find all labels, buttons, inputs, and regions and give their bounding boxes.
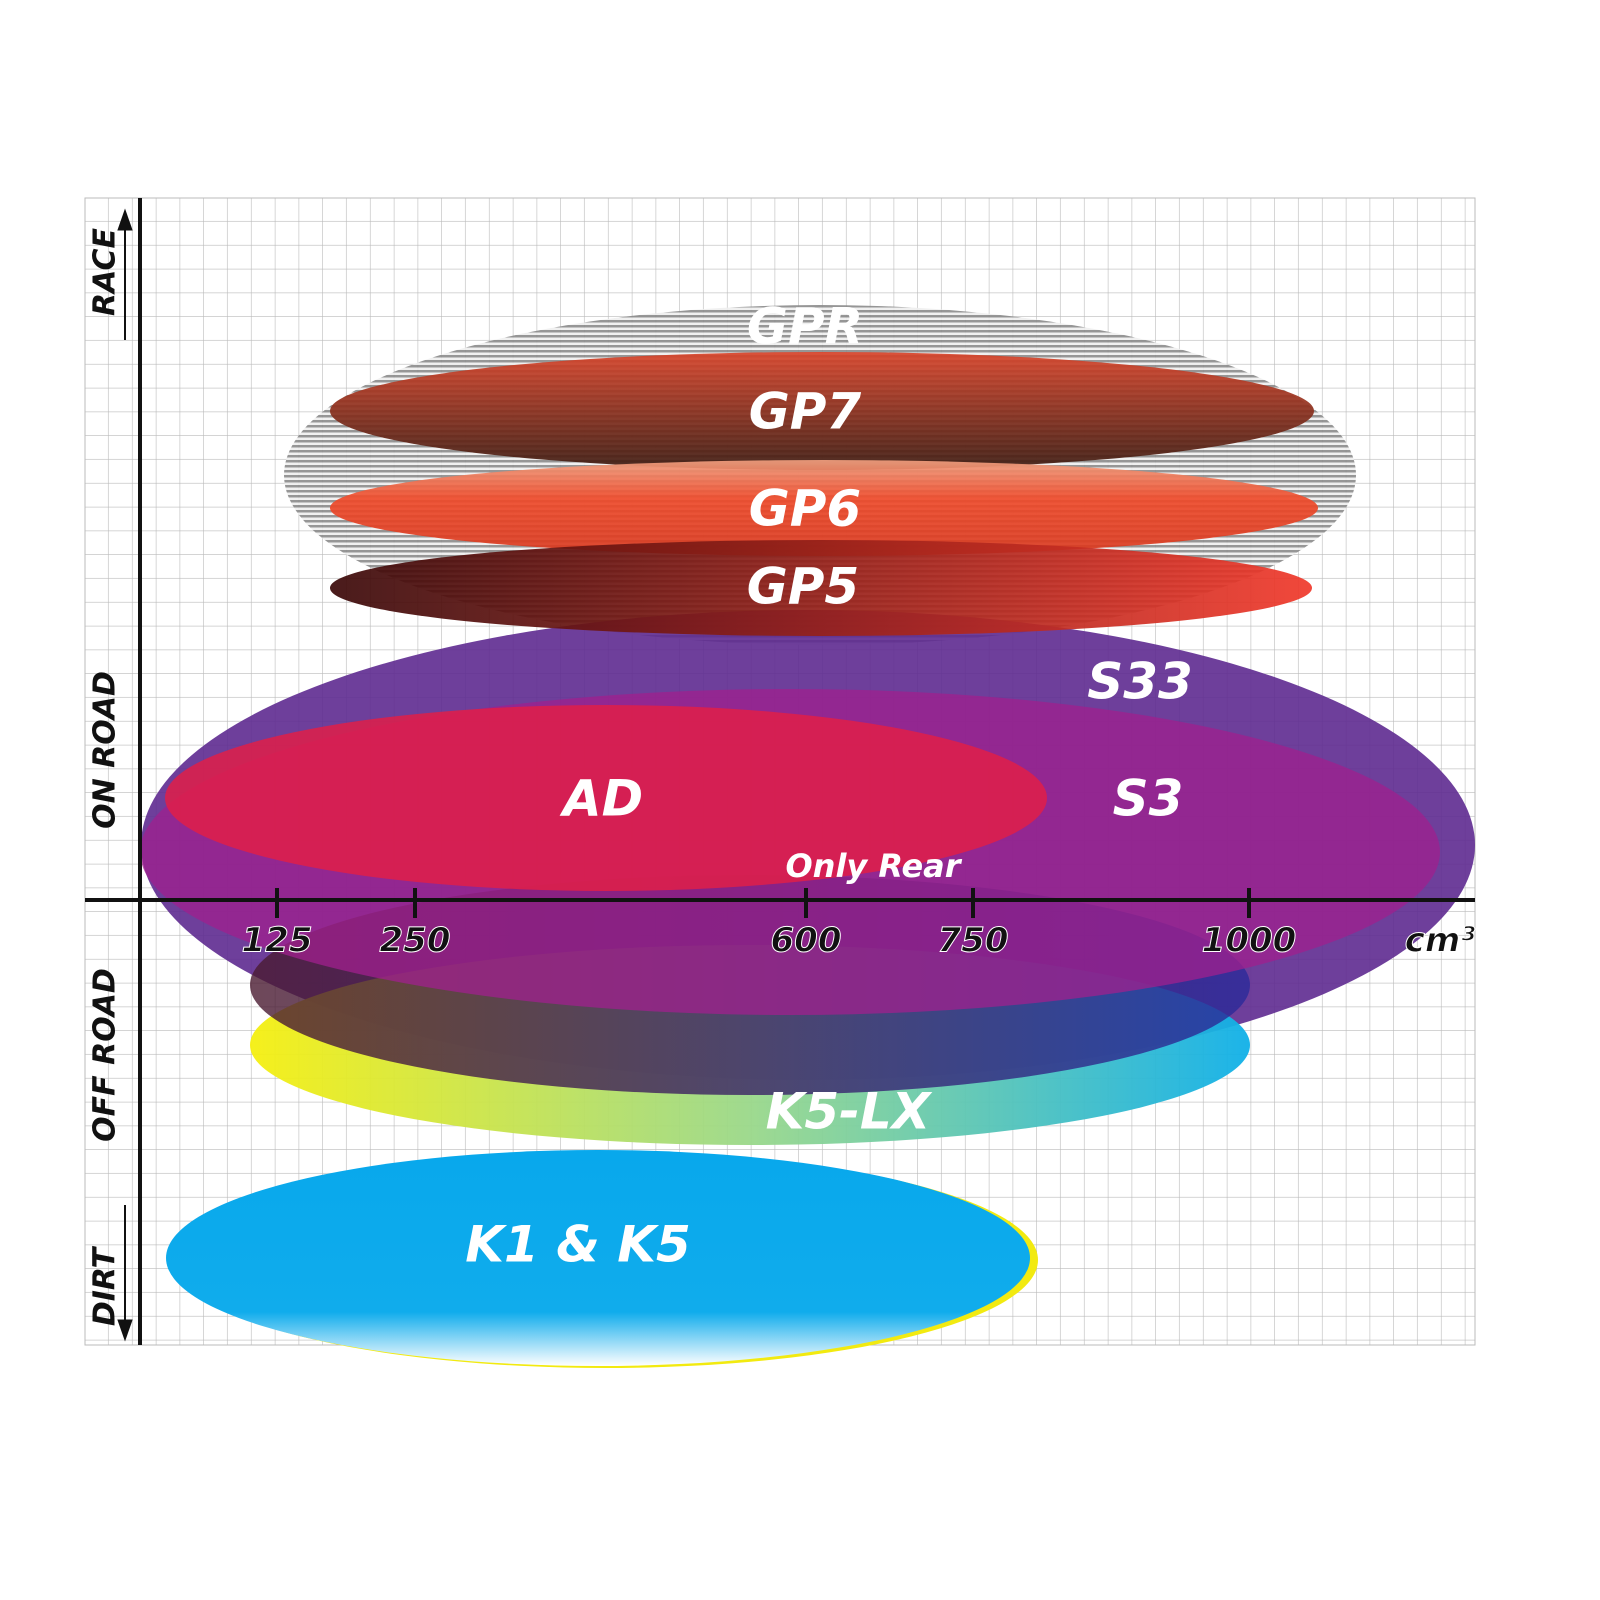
y-label: RACE	[88, 228, 123, 316]
ad-zone	[165, 705, 1047, 891]
gp5-zone	[330, 540, 1312, 636]
gp6-zone	[330, 460, 1318, 556]
product-label: GP6	[749, 480, 861, 538]
product-label: GP7	[749, 383, 862, 441]
annotation: Only Rear	[785, 847, 962, 885]
x-tick-label: 125	[242, 921, 313, 961]
product-label: GPR	[747, 298, 863, 356]
x-tick-label: 750	[938, 921, 1009, 961]
y-label: OFF ROAD	[88, 968, 123, 1142]
y-label: ON ROAD	[88, 671, 123, 829]
product-label: S3	[1113, 770, 1184, 828]
x-tick-label: 600	[771, 921, 842, 961]
x-tick-label: 250	[380, 921, 451, 961]
x-unit: cm³	[1405, 921, 1476, 961]
gp7-zone	[330, 352, 1314, 470]
x-tick-label: 1000	[1202, 921, 1297, 961]
product-label: S33	[1087, 653, 1193, 711]
axes	[85, 198, 1475, 1345]
product-label: K1 & K5	[465, 1216, 691, 1274]
product-label: GP5	[747, 558, 859, 616]
product-label: AD	[559, 770, 643, 828]
k1k5-zone	[166, 1150, 1030, 1366]
product-label: K5-LX	[766, 1083, 933, 1141]
y-label: DIRT	[88, 1245, 123, 1326]
